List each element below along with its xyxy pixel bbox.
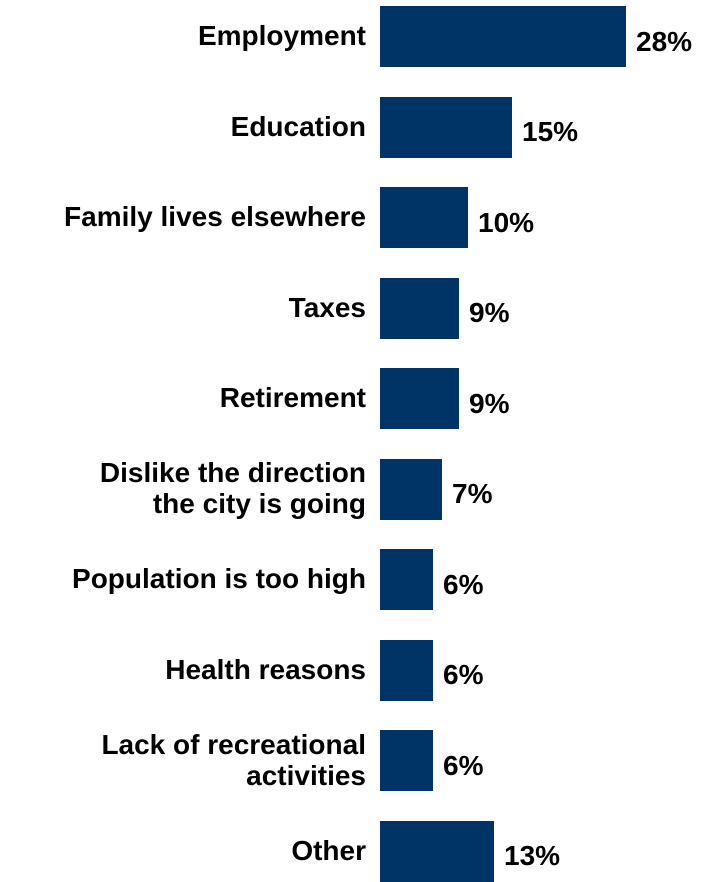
category-label: Lack of recreational activities <box>101 728 366 791</box>
category-label: Employment <box>197 20 366 51</box>
value-label: 15% <box>522 116 579 147</box>
value-label: 7% <box>452 478 493 509</box>
bar <box>380 368 459 429</box>
bar <box>380 730 433 791</box>
bar <box>380 639 433 701</box>
value-label: 6% <box>443 659 484 690</box>
value-label: 6% <box>443 749 484 781</box>
bar <box>380 96 512 158</box>
category-label: Population is too high <box>72 563 366 594</box>
value-label: 9% <box>469 387 510 419</box>
value-label: 6% <box>443 568 484 600</box>
value-label: 13% <box>504 840 561 871</box>
bar <box>380 820 494 882</box>
value-label: 28% <box>636 25 693 57</box>
category-label: Other <box>291 834 366 866</box>
bar <box>380 277 459 339</box>
category-label: Health reasons <box>165 653 366 685</box>
bar <box>380 6 626 67</box>
value-label: 10% <box>478 206 535 238</box>
bar <box>380 187 468 248</box>
value-label: 9% <box>469 297 510 328</box>
category-label: Family lives elsewhere <box>64 201 366 232</box>
category-label: Retirement <box>219 382 366 413</box>
category-label: Taxes <box>288 291 366 323</box>
category-label: Education <box>230 110 366 142</box>
category-label: Dislike the direction the city is going <box>99 457 366 519</box>
bar <box>380 458 442 520</box>
bar <box>380 549 433 610</box>
